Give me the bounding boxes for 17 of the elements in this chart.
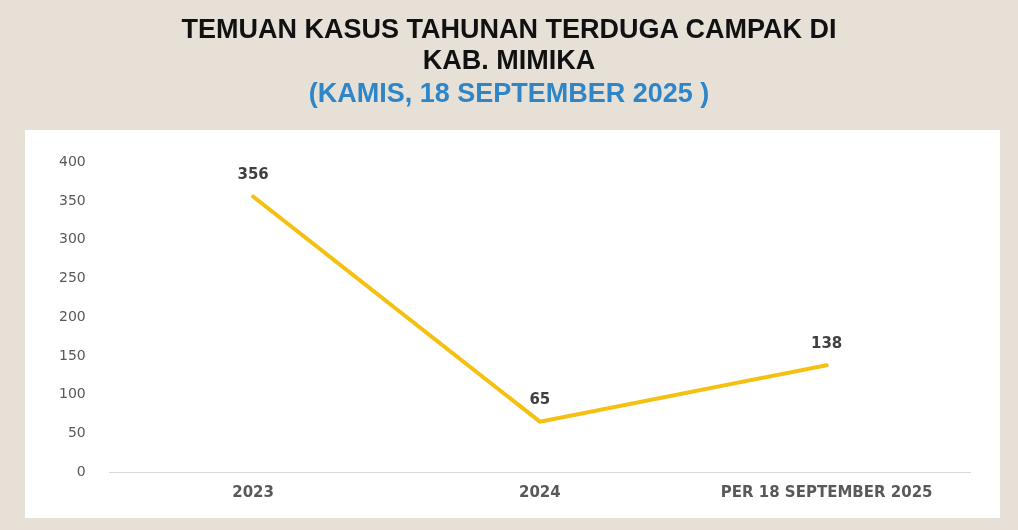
y-tick-label: 350 xyxy=(58,191,86,208)
data-label: 65 xyxy=(529,390,551,409)
x-tick-label: 2023 xyxy=(232,482,274,501)
data-label: 138 xyxy=(810,333,843,352)
chart-subtitle: (KAMIS, 18 SEPTEMBER 2025 ) xyxy=(307,77,711,110)
y-tick-label: 200 xyxy=(58,307,86,324)
data-label: 356 xyxy=(237,164,269,183)
y-tick-label: 300 xyxy=(58,230,86,247)
x-tick-label: 2024 xyxy=(518,482,561,501)
chart-title: TEMUAN KASUS TAHUNAN TERDUGA CAMPAK DI KAB. MIMIKA xyxy=(180,14,838,76)
y-tick-label: 0 xyxy=(76,462,86,479)
y-tick-label: 50 xyxy=(67,423,86,440)
x-tick-label: PER 18 SEPTEMBER 2025 xyxy=(720,482,933,501)
y-tick-label: 100 xyxy=(58,385,86,402)
y-tick-label: 400 xyxy=(58,153,86,170)
y-tick-label: 150 xyxy=(58,346,86,363)
y-tick-label: 250 xyxy=(58,269,86,286)
